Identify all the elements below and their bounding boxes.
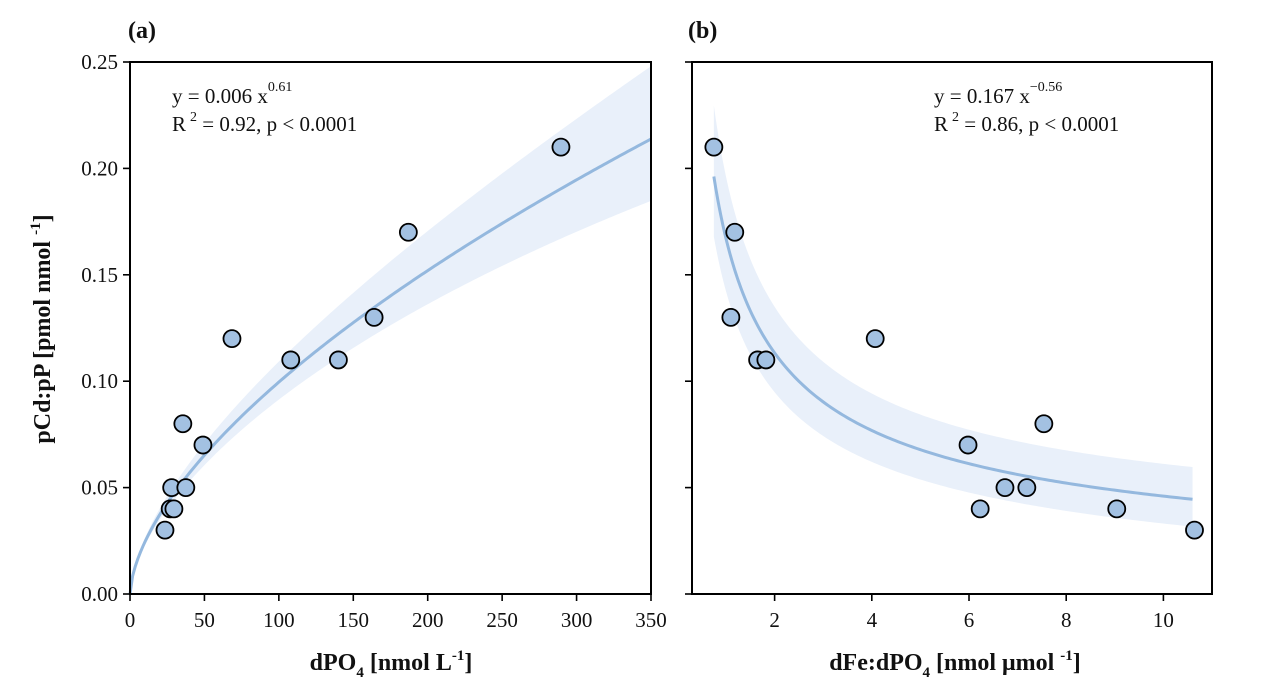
data-point [1034, 414, 1054, 434]
x-tick-label: 150 [338, 608, 370, 632]
confidence-band-a [130, 66, 651, 594]
y-tick-label: 0.05 [81, 476, 118, 500]
data-point [551, 137, 571, 157]
x-tick-label: 6 [964, 608, 975, 632]
points-b [704, 137, 1204, 540]
x-tick-label: 50 [194, 608, 215, 632]
data-point [398, 222, 418, 242]
data-point [865, 329, 885, 349]
plot-frame-a [129, 61, 652, 595]
x-tick-label: 8 [1061, 608, 1072, 632]
data-point [1107, 499, 1127, 519]
equation-a: y = 0.006 x0.61 [172, 80, 292, 108]
data-point [970, 499, 990, 519]
x-tick-label: 100 [263, 608, 295, 632]
data-point [164, 499, 184, 519]
panel-label-b: (b) [688, 18, 717, 44]
y-tick-label: 0.10 [81, 369, 118, 393]
x-tick-label: 250 [486, 608, 518, 632]
plot-frame-b [691, 61, 1213, 595]
axes-a: 0 50 100 150 200 250 300 350 0.00 0.05 0.10 0.15 0.2… [81, 50, 667, 632]
data-point [958, 435, 978, 455]
x-tick-label: 300 [561, 608, 593, 632]
x-tick-label: 2 [769, 608, 780, 632]
fit-line-a [128, 137, 652, 595]
panel-label-a: (a) [128, 18, 156, 44]
fit-line-b [712, 176, 1193, 501]
y-tick-label: 0.20 [81, 156, 118, 180]
data-point [1185, 520, 1204, 540]
data-point [721, 307, 741, 327]
x-axis-title-b: dFe:dPO4 [nmol μmol -1] [829, 648, 1081, 681]
y-tick-label: 0.00 [81, 582, 118, 606]
y-tick-label: 0.15 [81, 263, 118, 287]
confidence-band-b [713, 105, 1193, 527]
x-tick-label: 200 [412, 608, 444, 632]
data-point [173, 414, 193, 434]
data-point [756, 350, 776, 370]
confidence-band-a [130, 66, 651, 594]
data-point [995, 478, 1015, 498]
y-axis-title: pCd:pP [pmol nmol -1] [28, 214, 56, 443]
data-point [725, 222, 745, 242]
x-tick-label: 0 [125, 608, 136, 632]
data-point [193, 435, 213, 455]
x-tick-label: 4 [867, 608, 878, 632]
data-point [1017, 478, 1037, 498]
data-point [222, 329, 242, 349]
data-point [176, 478, 196, 498]
data-point [328, 350, 348, 370]
axes-b: 2 4 6 8 10 [685, 61, 1213, 632]
data-point [281, 350, 301, 370]
equation-b: y = 0.167 x−0.56 [934, 80, 1062, 108]
fit-curve-b [712, 176, 1193, 501]
points-a [155, 137, 571, 540]
x-tick-label: 10 [1153, 608, 1174, 632]
data-point [704, 137, 724, 157]
y-tick-label: 0.25 [81, 50, 118, 74]
fit-curve-a [128, 137, 652, 595]
data-point [155, 520, 175, 540]
x-tick-label: 350 [635, 608, 667, 632]
panel-a: 0 50 100 150 200 250 300 350 0.00 0.05 0.10 0.15 0.2… [28, 18, 667, 681]
confidence-band-b [713, 105, 1193, 527]
data-point [364, 307, 384, 327]
x-axis-title-a: dPO4 [nmol L-1] [310, 648, 473, 681]
